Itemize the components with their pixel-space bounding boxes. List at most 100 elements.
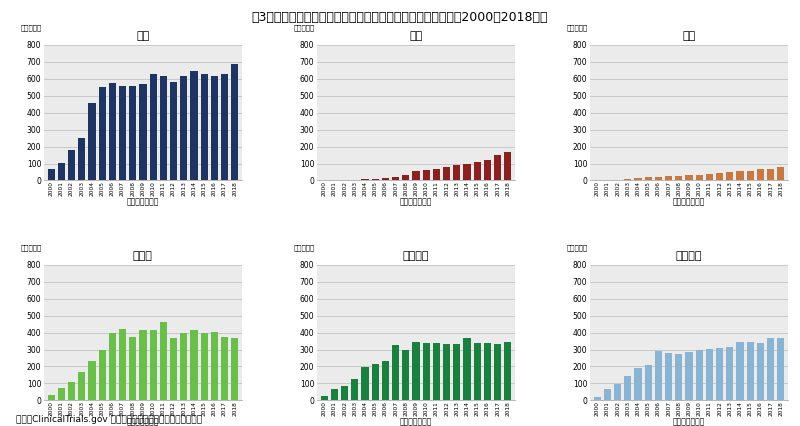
Bar <box>150 74 157 181</box>
Bar <box>88 103 95 181</box>
Bar <box>433 343 440 400</box>
Bar <box>474 343 481 400</box>
Bar <box>696 175 703 181</box>
Text: 出所：ClinicalTrials.gov をもとに医薬産業政策研究所にて作成: 出所：ClinicalTrials.gov をもとに医薬産業政策研究所にて作成 <box>16 415 202 424</box>
Bar <box>58 163 65 181</box>
Bar <box>180 76 187 181</box>
Text: （試験数）: （試験数） <box>566 245 588 251</box>
Bar <box>746 171 754 181</box>
Bar <box>201 74 208 181</box>
Bar <box>624 179 631 181</box>
Bar <box>494 155 501 181</box>
Bar <box>504 342 511 400</box>
Bar <box>675 354 682 400</box>
Title: 米国: 米国 <box>136 31 150 41</box>
Bar <box>716 173 723 181</box>
Bar <box>331 389 338 400</box>
Bar <box>221 75 228 181</box>
Bar <box>109 83 116 181</box>
Title: 中国: 中国 <box>682 31 696 41</box>
Bar <box>372 364 378 400</box>
Bar <box>422 170 430 181</box>
Bar <box>443 344 450 400</box>
Text: （試験数）: （試験数） <box>20 245 42 251</box>
Bar <box>119 86 126 181</box>
Bar <box>139 84 146 181</box>
Bar <box>634 178 642 181</box>
Bar <box>706 348 713 400</box>
Bar <box>767 169 774 181</box>
Bar <box>454 344 460 400</box>
Bar <box>778 167 785 181</box>
Bar <box>58 388 65 400</box>
Bar <box>331 180 338 181</box>
Bar <box>737 342 744 400</box>
Bar <box>382 178 389 181</box>
Text: （試験数）: （試験数） <box>20 25 42 31</box>
Bar <box>180 333 187 400</box>
Bar <box>422 343 430 400</box>
Bar <box>494 345 501 400</box>
Bar <box>341 386 348 400</box>
Bar <box>726 347 734 400</box>
Bar <box>594 397 601 400</box>
Bar <box>98 87 106 181</box>
Bar <box>210 76 218 181</box>
Bar <box>170 338 177 400</box>
Text: （試験数）: （試験数） <box>566 25 588 31</box>
Text: 図3　主要国の国際共同治験試験数の年次推移（試験開始年：2000～2018年）: 図3 主要国の国際共同治験試験数の年次推移（試験開始年：2000～2018年） <box>252 11 548 24</box>
Bar <box>413 171 419 181</box>
Bar <box>98 349 106 400</box>
Bar <box>362 367 369 400</box>
Bar <box>474 162 481 181</box>
Bar <box>402 349 410 400</box>
Bar <box>413 342 419 400</box>
Bar <box>231 339 238 400</box>
Bar <box>675 176 682 181</box>
Bar <box>68 382 75 400</box>
Bar <box>392 177 399 181</box>
Bar <box>321 396 328 400</box>
Bar <box>604 389 611 400</box>
Bar <box>706 174 713 181</box>
Bar <box>221 337 228 400</box>
Bar <box>160 76 167 181</box>
Bar <box>210 332 218 400</box>
Text: （試験数）: （試験数） <box>294 25 314 31</box>
Bar <box>160 322 167 400</box>
Title: 日本: 日本 <box>410 31 422 41</box>
X-axis label: （試験開始年）: （試験開始年） <box>673 417 706 426</box>
Bar <box>150 330 157 400</box>
Bar <box>190 71 198 181</box>
Bar <box>716 348 723 400</box>
Bar <box>757 343 764 400</box>
Bar <box>655 351 662 400</box>
Bar <box>119 329 126 400</box>
Bar <box>129 86 136 181</box>
Title: ドイツ: ドイツ <box>133 251 153 261</box>
Bar <box>47 169 54 181</box>
X-axis label: （試験開始年）: （試験開始年） <box>400 417 432 426</box>
Bar <box>634 368 642 400</box>
Bar <box>737 171 744 181</box>
Bar <box>78 372 86 400</box>
Bar <box>129 337 136 400</box>
Bar <box>402 176 410 181</box>
Bar <box>433 169 440 181</box>
Bar <box>604 180 611 181</box>
Bar <box>686 176 693 181</box>
Bar <box>454 165 460 181</box>
Bar <box>484 160 491 181</box>
Bar <box>351 379 358 400</box>
Bar <box>665 176 672 181</box>
Bar <box>665 353 672 400</box>
X-axis label: （試験開始年）: （試験開始年） <box>126 198 159 207</box>
Bar <box>624 376 631 400</box>
Bar <box>392 345 399 400</box>
Bar <box>504 153 511 181</box>
Bar <box>726 172 734 181</box>
Bar <box>686 352 693 400</box>
Bar <box>170 82 177 181</box>
Bar <box>139 330 146 400</box>
Bar <box>757 170 764 181</box>
